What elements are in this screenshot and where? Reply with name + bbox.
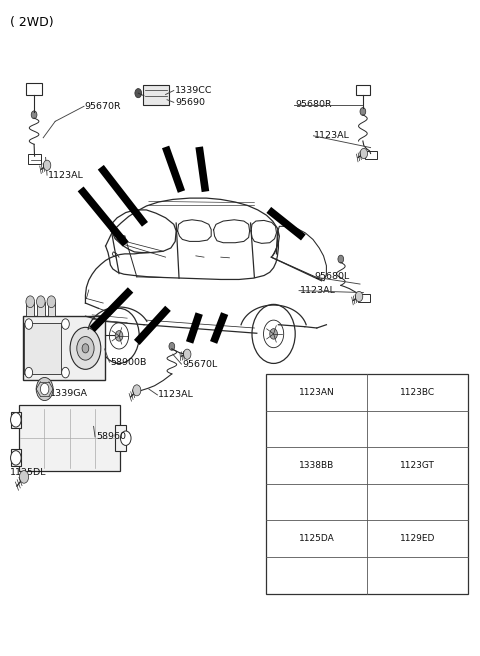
Text: 95670L: 95670L [182,359,217,369]
Bar [358,294,370,302]
Circle shape [61,367,69,378]
Circle shape [11,413,21,427]
Circle shape [115,331,123,341]
Text: 1123AL: 1123AL [300,286,336,295]
Circle shape [169,342,175,350]
Circle shape [25,319,33,329]
Text: 1339GA: 1339GA [50,389,88,398]
Bar [37,302,45,316]
Bar [11,412,21,428]
Circle shape [355,291,363,302]
Circle shape [135,89,142,98]
Text: 1339CC: 1339CC [175,86,213,95]
Circle shape [26,296,35,308]
Text: 95690: 95690 [175,98,205,107]
Circle shape [120,431,131,445]
Text: 1125DA: 1125DA [299,534,335,543]
Text: 58960: 58960 [96,432,126,441]
Circle shape [77,337,94,360]
Text: 1123GT: 1123GT [400,461,435,470]
Bar [26,302,34,316]
Text: 1129ED: 1129ED [400,534,435,543]
Circle shape [36,296,45,308]
Circle shape [47,296,56,308]
Circle shape [40,383,49,395]
Text: 1123BC: 1123BC [400,388,435,397]
Text: 58900B: 58900B [110,358,147,367]
Circle shape [308,497,316,508]
Circle shape [407,563,417,577]
Circle shape [306,563,316,577]
Text: 1123AN: 1123AN [299,388,335,397]
Text: 95680L: 95680L [314,272,349,281]
Circle shape [19,470,29,483]
Circle shape [61,319,69,329]
Bar [356,85,370,95]
Circle shape [183,349,191,359]
Bar [365,151,377,159]
Bar [115,425,126,451]
Bar [11,449,21,466]
Circle shape [360,108,366,115]
Bar [26,83,42,95]
Bar [28,154,41,164]
Circle shape [407,490,417,504]
Circle shape [82,344,89,353]
Text: 1125DL: 1125DL [10,468,46,478]
Circle shape [306,417,316,431]
Text: 1123AL: 1123AL [158,390,194,400]
Circle shape [31,111,37,119]
Text: ( 2WD): ( 2WD) [10,16,53,30]
Text: 1123AL: 1123AL [314,131,350,140]
Text: 95670R: 95670R [84,102,120,111]
Text: 95680R: 95680R [295,100,332,110]
Circle shape [43,160,51,171]
Text: 1123AL: 1123AL [48,171,84,180]
Circle shape [133,385,141,396]
Circle shape [338,255,344,263]
Circle shape [360,148,368,159]
Circle shape [36,377,53,401]
Bar [24,323,60,374]
Bar [19,405,120,471]
Bar [266,374,468,594]
Circle shape [11,451,21,465]
Circle shape [407,417,417,431]
Circle shape [70,327,101,369]
Text: 1338BB: 1338BB [299,461,335,470]
Bar [143,85,169,105]
Bar [48,302,55,316]
Circle shape [270,329,277,339]
Circle shape [25,367,33,378]
Circle shape [304,491,320,513]
Bar [23,316,105,380]
